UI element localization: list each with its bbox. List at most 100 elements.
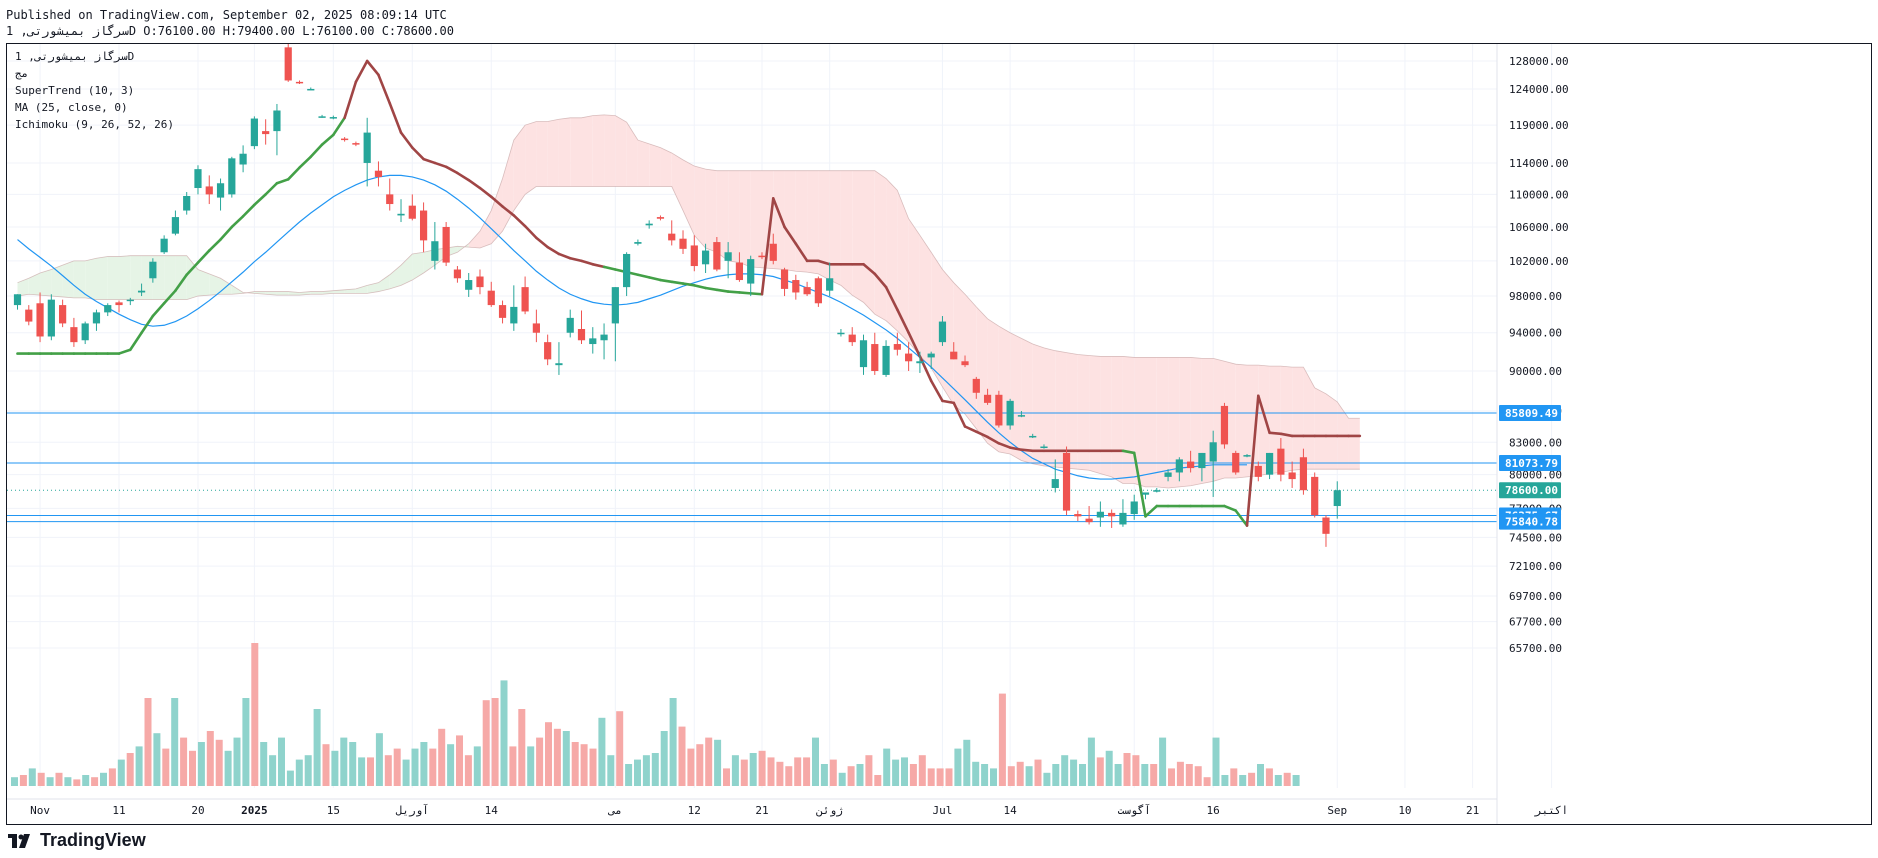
- cloud-segment: [378, 274, 390, 292]
- candle-body: [837, 332, 845, 335]
- volume-bar: [393, 748, 401, 786]
- candle-body: [104, 305, 112, 313]
- chart-frame[interactable]: 128000.00 124000.00 119000.00 114000.00 1100…: [6, 33, 1872, 825]
- candle-body: [498, 305, 507, 318]
- x-tick-label: ژوئن: [815, 804, 843, 817]
- cloud-segment: [1100, 356, 1112, 477]
- volume-bar: [331, 750, 339, 786]
- ohlc-line: سرگاز بمیشورتی, 1D O:76100.00 H:79400.00…: [6, 24, 454, 38]
- candle-body: [352, 143, 360, 145]
- supertrend-segment: [332, 116, 346, 137]
- volume-bar: [1292, 775, 1300, 786]
- candle-body: [656, 217, 665, 219]
- volume-bar: [500, 680, 508, 786]
- cloud-segment: [739, 170, 751, 267]
- candle-body: [205, 186, 213, 195]
- cloud-segment: [1066, 352, 1078, 470]
- candle-body: [1288, 472, 1296, 480]
- tradingview-logo[interactable]: TradingView: [8, 830, 146, 851]
- supertrend-segment: [952, 401, 967, 428]
- x-tick-label: Jul: [933, 804, 953, 817]
- volume-bar: [64, 777, 72, 786]
- candle-body: [623, 253, 631, 288]
- candle-body: [1311, 476, 1319, 516]
- volume-bar: [571, 742, 579, 786]
- volume-bar: [936, 768, 944, 786]
- supertrend-segment: [501, 205, 516, 217]
- volume-bar: [945, 768, 953, 786]
- cloud-segment: [728, 170, 740, 263]
- volume-bar: [803, 757, 811, 786]
- x-tick-label: می: [608, 804, 622, 817]
- cloud-segment: [1055, 350, 1067, 469]
- supertrend-segment: [320, 133, 335, 146]
- cloud-segment: [818, 170, 830, 281]
- candle-body: [81, 323, 89, 341]
- cloud-span-a-line: [17, 114, 1360, 419]
- candle-body: [905, 353, 913, 362]
- volume-bar: [473, 746, 481, 786]
- supertrend-segment: [174, 273, 188, 292]
- supertrend-segment: [907, 331, 922, 358]
- cloud-segment: [1292, 367, 1304, 471]
- volume-bar: [990, 768, 997, 786]
- cloud-segment: [276, 291, 289, 296]
- chart-svg[interactable]: 128000.00 124000.00 119000.00 114000.00 1100…: [7, 33, 1871, 824]
- candle-body: [25, 309, 33, 322]
- volume-bar: [180, 737, 188, 786]
- cloud-segment: [1021, 338, 1033, 464]
- cloud-segment: [942, 269, 954, 405]
- volume-bar: [171, 698, 179, 786]
- candle-body: [510, 306, 518, 324]
- candle-body: [600, 334, 608, 341]
- volume-bar: [998, 693, 1006, 786]
- cloud-segment: [840, 170, 853, 296]
- volume-bar: [963, 739, 971, 786]
- cloud-segment: [1179, 357, 1191, 487]
- volume-bar: [447, 744, 455, 786]
- candle-body: [668, 233, 676, 241]
- volume-bar: [874, 775, 882, 786]
- x-tick-label: 21: [1466, 804, 1479, 817]
- supertrend-line: [16, 59, 1362, 527]
- supertrend-segment: [760, 197, 775, 296]
- cloud-segment: [525, 121, 537, 195]
- supertrend-segment: [410, 146, 425, 161]
- volume-bar: [91, 777, 99, 786]
- cloud-segment: [637, 140, 650, 187]
- candle-body: [532, 323, 540, 333]
- cloud-span-b-line: [17, 186, 1360, 489]
- x-tick-label: Sep: [1327, 804, 1347, 817]
- candle-body: [780, 269, 789, 289]
- x-tick-label: 20: [191, 804, 204, 817]
- hline-label-0-bg: [1499, 404, 1561, 421]
- x-tick-label: 21: [755, 804, 768, 817]
- candle-body: [36, 303, 44, 337]
- volume-bar: [1141, 764, 1149, 786]
- candle-body: [995, 394, 1003, 426]
- candle-body: [1220, 405, 1229, 445]
- volume-bar: [1150, 764, 1158, 786]
- candle-body: [431, 241, 439, 261]
- volume-bar: [562, 731, 570, 786]
- candle-body: [826, 278, 834, 291]
- volume-bar: [981, 764, 989, 786]
- supertrend-segment: [1020, 448, 1034, 453]
- candle-body: [893, 344, 901, 350]
- supertrend-segment: [670, 280, 685, 285]
- candle-body: [239, 153, 247, 165]
- volume-bar: [1203, 777, 1211, 786]
- candle-body: [1175, 459, 1183, 473]
- cloud-segment: [1224, 361, 1236, 478]
- volume-bar: [429, 748, 437, 786]
- candle-body: [983, 394, 992, 403]
- hline-label-1-bg: [1499, 454, 1561, 471]
- candle-body: [262, 131, 270, 135]
- candle-body: [713, 242, 721, 270]
- supertrend-segment: [1279, 432, 1294, 438]
- supertrend-segment: [568, 256, 583, 263]
- hline-label-3: 75840.78: [1505, 516, 1558, 529]
- y-tick-label: 128000.00: [1509, 55, 1569, 68]
- volume-bar: [1007, 766, 1015, 786]
- volume-bar: [696, 744, 704, 786]
